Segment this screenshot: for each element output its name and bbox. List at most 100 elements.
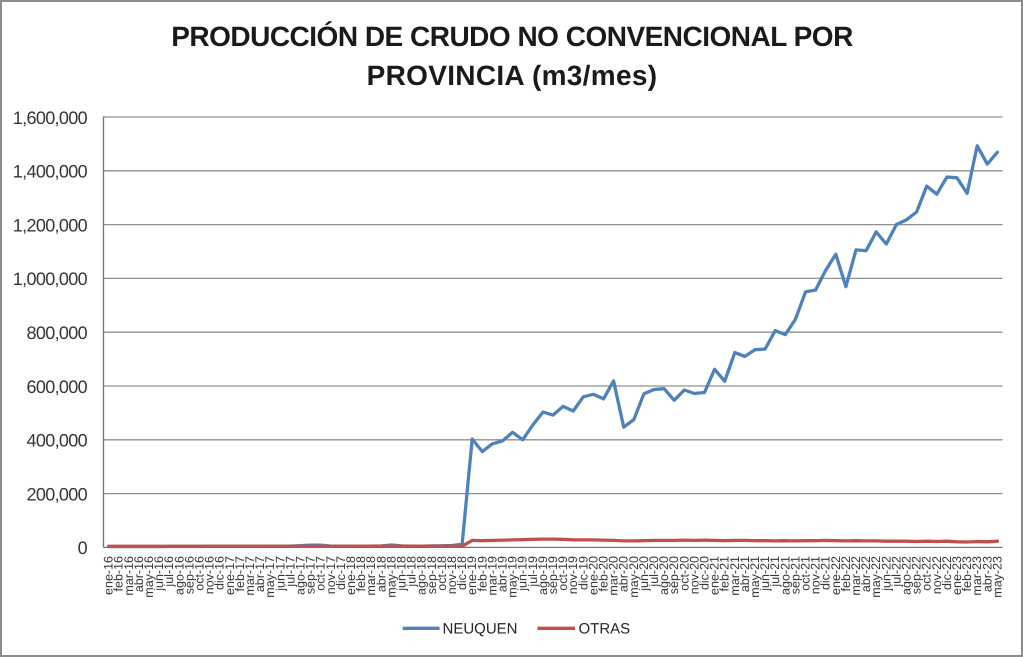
svg-text:oct-17: oct-17 xyxy=(314,556,328,591)
svg-text:may-18: may-18 xyxy=(384,556,398,598)
svg-text:nov-16: nov-16 xyxy=(203,556,217,594)
svg-text:mar-19: mar-19 xyxy=(485,556,499,596)
svg-text:feb-21: feb-21 xyxy=(718,556,732,591)
svg-text:OTRAS: OTRAS xyxy=(579,621,631,638)
svg-text:mar-16: mar-16 xyxy=(122,556,136,596)
svg-text:dic-16: dic-16 xyxy=(213,556,227,590)
svg-text:may-17: may-17 xyxy=(263,556,277,598)
svg-text:jun-22: jun-22 xyxy=(879,556,893,592)
svg-text:nov-21: nov-21 xyxy=(809,556,823,594)
svg-text:jun-18: jun-18 xyxy=(395,556,409,592)
svg-text:jun-19: jun-19 xyxy=(516,556,530,592)
svg-text:abr-19: abr-19 xyxy=(496,556,510,592)
svg-text:may-22: may-22 xyxy=(869,556,883,598)
svg-text:nov-17: nov-17 xyxy=(324,556,338,594)
svg-text:abr-21: abr-21 xyxy=(738,556,752,592)
svg-text:dic-18: dic-18 xyxy=(455,556,469,590)
svg-text:ene-16: ene-16 xyxy=(102,556,116,595)
svg-text:jul-18: jul-18 xyxy=(405,556,419,588)
svg-text:dic-21: dic-21 xyxy=(819,556,833,590)
svg-text:oct-20: oct-20 xyxy=(677,556,691,591)
svg-text:1,000,000: 1,000,000 xyxy=(13,269,88,289)
svg-text:1,600,000: 1,600,000 xyxy=(13,108,88,128)
svg-text:1,400,000: 1,400,000 xyxy=(13,162,88,182)
svg-text:nov-18: nov-18 xyxy=(445,556,459,594)
svg-text:sep-20: sep-20 xyxy=(667,556,681,594)
svg-text:ago-16: ago-16 xyxy=(172,556,186,595)
svg-text:abr-20: abr-20 xyxy=(617,556,631,592)
svg-text:NEUQUEN: NEUQUEN xyxy=(443,621,518,638)
svg-text:600,000: 600,000 xyxy=(26,377,87,397)
svg-text:oct-21: oct-21 xyxy=(799,556,813,591)
svg-text:abr-17: abr-17 xyxy=(253,556,267,592)
svg-text:sep-21: sep-21 xyxy=(788,556,802,594)
svg-text:PROVINCIA (m3/mes): PROVINCIA (m3/mes) xyxy=(367,60,658,91)
svg-text:PRODUCCIÓN DE CRUDO NO CONVENC: PRODUCCIÓN DE CRUDO NO CONVENCIONAL POR xyxy=(171,21,853,52)
svg-text:jun-17: jun-17 xyxy=(273,556,287,592)
svg-text:sep-17: sep-17 xyxy=(304,556,318,594)
svg-text:jul-21: jul-21 xyxy=(768,556,782,588)
svg-text:ene-22: ene-22 xyxy=(829,556,843,595)
svg-text:ene-23: ene-23 xyxy=(950,556,964,595)
svg-text:mar-23: mar-23 xyxy=(970,556,984,596)
svg-text:dic-22: dic-22 xyxy=(940,556,954,590)
svg-text:feb-19: feb-19 xyxy=(475,556,489,591)
svg-text:abr-18: abr-18 xyxy=(374,556,388,592)
svg-text:nov-19: nov-19 xyxy=(566,556,580,594)
svg-text:800,000: 800,000 xyxy=(26,323,87,343)
svg-text:200,000: 200,000 xyxy=(26,484,87,504)
svg-text:0: 0 xyxy=(78,538,88,558)
svg-text:may-16: may-16 xyxy=(142,556,156,598)
svg-text:oct-18: oct-18 xyxy=(435,556,449,591)
svg-text:jul-22: jul-22 xyxy=(889,556,903,588)
svg-text:feb-20: feb-20 xyxy=(597,556,611,591)
svg-text:ago-22: ago-22 xyxy=(900,556,914,595)
svg-text:jul-19: jul-19 xyxy=(526,556,540,588)
svg-text:ago-19: ago-19 xyxy=(536,556,550,595)
svg-text:mar-22: mar-22 xyxy=(849,556,863,596)
svg-text:oct-16: oct-16 xyxy=(193,556,207,591)
svg-text:may-21: may-21 xyxy=(748,556,762,598)
svg-text:ene-21: ene-21 xyxy=(708,556,722,595)
svg-text:ago-18: ago-18 xyxy=(415,556,429,595)
svg-text:ago-21: ago-21 xyxy=(778,556,792,595)
svg-text:sep-18: sep-18 xyxy=(425,556,439,594)
svg-text:may-19: may-19 xyxy=(506,556,520,598)
svg-text:sep-16: sep-16 xyxy=(182,556,196,594)
svg-text:ene-20: ene-20 xyxy=(586,556,600,595)
svg-text:400,000: 400,000 xyxy=(26,431,87,451)
svg-text:abr-22: abr-22 xyxy=(859,556,873,592)
svg-text:sep-19: sep-19 xyxy=(546,556,560,594)
svg-text:abr-23: abr-23 xyxy=(980,556,994,592)
svg-text:feb-18: feb-18 xyxy=(354,556,368,591)
svg-text:mar-20: mar-20 xyxy=(607,556,621,596)
svg-text:mar-17: mar-17 xyxy=(243,556,257,596)
svg-text:mar-21: mar-21 xyxy=(728,556,742,596)
svg-text:nov-20: nov-20 xyxy=(687,556,701,594)
svg-text:dic-17: dic-17 xyxy=(334,556,348,590)
svg-text:jul-17: jul-17 xyxy=(283,556,297,588)
svg-text:jun-16: jun-16 xyxy=(152,556,166,592)
svg-text:abr-16: abr-16 xyxy=(132,556,146,592)
svg-text:sep-22: sep-22 xyxy=(910,556,924,594)
svg-text:jul-20: jul-20 xyxy=(647,556,661,588)
svg-text:jun-21: jun-21 xyxy=(758,556,772,592)
svg-text:oct-22: oct-22 xyxy=(920,556,934,591)
svg-text:jun-20: jun-20 xyxy=(637,556,651,592)
svg-text:ago-20: ago-20 xyxy=(657,556,671,595)
svg-text:oct-19: oct-19 xyxy=(556,556,570,591)
svg-text:ene-18: ene-18 xyxy=(344,556,358,595)
svg-text:mar-18: mar-18 xyxy=(364,556,378,596)
svg-text:feb-22: feb-22 xyxy=(839,556,853,591)
svg-text:ene-17: ene-17 xyxy=(223,556,237,595)
svg-text:feb-17: feb-17 xyxy=(233,556,247,591)
svg-text:may-23: may-23 xyxy=(990,556,1004,598)
svg-text:ago-17: ago-17 xyxy=(294,556,308,595)
svg-text:nov-22: nov-22 xyxy=(930,556,944,594)
svg-text:dic-20: dic-20 xyxy=(698,556,712,590)
svg-text:1,200,000: 1,200,000 xyxy=(13,215,88,235)
svg-text:may-20: may-20 xyxy=(627,556,641,598)
svg-text:jul-16: jul-16 xyxy=(162,556,176,588)
svg-text:dic-19: dic-19 xyxy=(576,556,590,590)
svg-text:feb-16: feb-16 xyxy=(112,556,126,591)
